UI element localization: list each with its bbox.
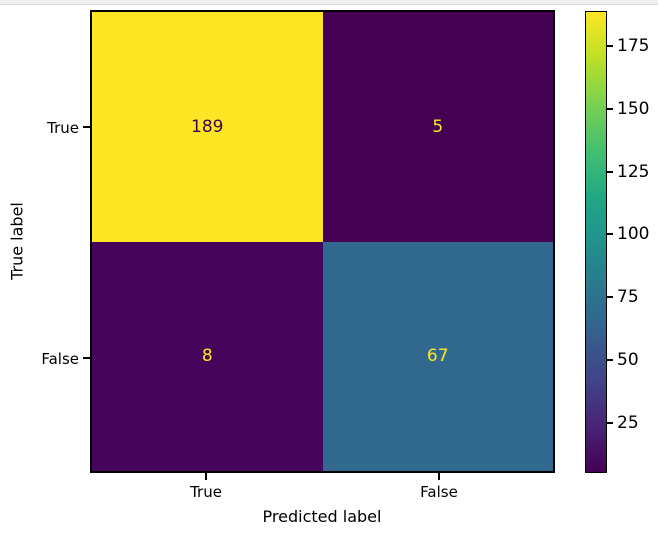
colorbar-tick-mark [607, 296, 613, 299]
cell-value: 5 [432, 116, 444, 137]
colorbar-tick-label: 50 [617, 350, 639, 370]
colorbar-tick-mark [607, 45, 613, 48]
colorbar-tick-label: 100 [617, 224, 650, 245]
cell-true-false: 5 [322, 12, 553, 242]
cell-value: 189 [191, 116, 224, 137]
x-tick-mark [205, 473, 207, 480]
plot-area: 189 5 8 67 [90, 10, 555, 473]
cell-value: 8 [201, 346, 213, 367]
colorbar-tick-mark [607, 170, 613, 173]
colorbar-tick-mark [607, 107, 613, 110]
cell-value: 67 [426, 346, 449, 367]
y-tick-label-false: False [41, 350, 79, 368]
window-top-edge [0, 0, 658, 5]
y-tick-mark [83, 357, 90, 359]
colorbar-tick-label: 75 [617, 287, 639, 308]
colorbar-tick-mark [607, 359, 613, 361]
colorbar-tick-label: 25 [617, 412, 639, 433]
cell-false-true: 8 [92, 241, 323, 471]
x-axis-title: Predicted label [262, 507, 382, 526]
colorbar [585, 11, 607, 473]
cell-false-false: 67 [322, 241, 553, 471]
colorbar-tick-label: 150 [617, 98, 650, 119]
colorbar-tick-label: 175 [617, 36, 650, 57]
x-tick-label-true: True [190, 483, 222, 501]
x-tick-label-false: False [420, 483, 458, 501]
x-tick-mark [438, 473, 440, 480]
y-tick-mark [83, 126, 90, 128]
y-axis-title: True label [7, 202, 27, 280]
colorbar-tick-mark [607, 233, 613, 236]
cell-true-true: 189 [92, 12, 323, 242]
colorbar-tick-mark [607, 421, 613, 424]
y-tick-label-true: True [47, 119, 79, 137]
colorbar-tick-label: 125 [617, 161, 650, 182]
